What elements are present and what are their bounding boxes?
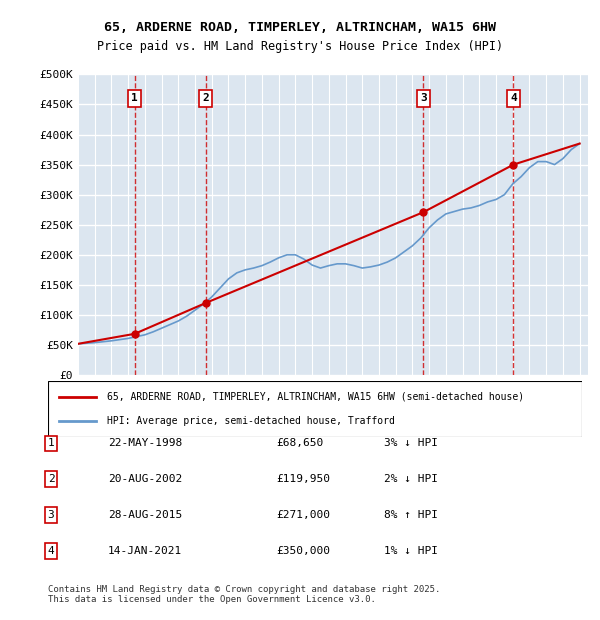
Text: 2% ↓ HPI: 2% ↓ HPI — [384, 474, 438, 484]
Text: Contains HM Land Registry data © Crown copyright and database right 2025.
This d: Contains HM Land Registry data © Crown c… — [48, 585, 440, 604]
Text: £119,950: £119,950 — [276, 474, 330, 484]
Text: 1: 1 — [47, 438, 55, 448]
Text: 14-JAN-2021: 14-JAN-2021 — [108, 546, 182, 556]
Text: 3: 3 — [420, 94, 427, 104]
Text: 3% ↓ HPI: 3% ↓ HPI — [384, 438, 438, 448]
Text: £68,650: £68,650 — [276, 438, 323, 448]
Text: HPI: Average price, semi-detached house, Trafford: HPI: Average price, semi-detached house,… — [107, 417, 395, 427]
Text: 4: 4 — [47, 546, 55, 556]
Text: 20-AUG-2002: 20-AUG-2002 — [108, 474, 182, 484]
Text: 3: 3 — [47, 510, 55, 520]
Text: 2: 2 — [202, 94, 209, 104]
Text: 28-AUG-2015: 28-AUG-2015 — [108, 510, 182, 520]
Text: 22-MAY-1998: 22-MAY-1998 — [108, 438, 182, 448]
Text: 2: 2 — [47, 474, 55, 484]
Text: 4: 4 — [510, 94, 517, 104]
Text: 65, ARDERNE ROAD, TIMPERLEY, ALTRINCHAM, WA15 6HW: 65, ARDERNE ROAD, TIMPERLEY, ALTRINCHAM,… — [104, 22, 496, 34]
FancyBboxPatch shape — [48, 381, 582, 437]
Text: 1% ↓ HPI: 1% ↓ HPI — [384, 546, 438, 556]
Text: 8% ↑ HPI: 8% ↑ HPI — [384, 510, 438, 520]
Text: £350,000: £350,000 — [276, 546, 330, 556]
Text: 1: 1 — [131, 94, 138, 104]
Text: £271,000: £271,000 — [276, 510, 330, 520]
Text: Price paid vs. HM Land Registry's House Price Index (HPI): Price paid vs. HM Land Registry's House … — [97, 40, 503, 53]
Text: 65, ARDERNE ROAD, TIMPERLEY, ALTRINCHAM, WA15 6HW (semi-detached house): 65, ARDERNE ROAD, TIMPERLEY, ALTRINCHAM,… — [107, 392, 524, 402]
